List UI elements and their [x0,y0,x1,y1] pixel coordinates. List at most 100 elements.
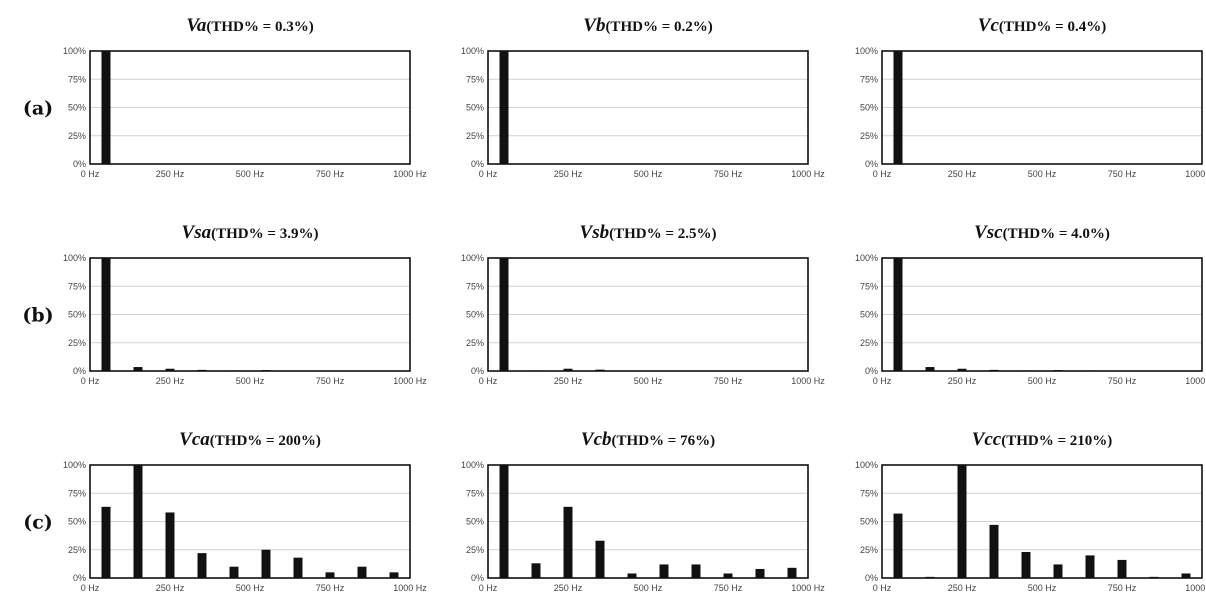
x-tick-label: 750 Hz [714,583,743,593]
x-tick-label: 500 Hz [1028,376,1057,386]
y-tick-label: 50% [466,517,484,527]
y-tick-label: 100% [63,46,86,56]
x-tick-label: 750 Hz [316,583,345,593]
title-thd: (THD% = 0.3%) [206,19,313,35]
y-tick-label: 50% [68,103,86,113]
y-tick-label: 25% [860,338,878,348]
x-tick-label: 250 Hz [554,376,583,386]
bar [133,367,143,371]
title-thd: (THD% = 0.2%) [605,19,712,35]
plot-frame [487,464,809,579]
plot-frame [881,257,1203,372]
y-tick-label: 100% [855,46,878,56]
x-tick-label: 750 Hz [1108,169,1137,179]
bar [893,258,903,371]
bar [229,566,239,578]
x-tick-label: 1000 Hz [791,169,825,179]
y-tick-label: 0% [865,573,878,583]
title-subscript: c [990,15,999,36]
subplot-sb: Vsb(THD% = 2.5%) 0% 25% 50% 75% 100% 0 Hz 250 H… [461,222,825,386]
x-tick-label: 0 Hz [81,169,100,179]
y-tick-label: 25% [860,131,878,141]
x-tick-label: 1000 Hz [1185,376,1206,386]
x-tick-label: 250 Hz [554,169,583,179]
chart-title: Vsb(THD% = 2.5%) [580,222,717,243]
subplot-b: Vb(THD% = 0.2%) 0% 25% 50% 75% 100% 0 Hz 250 Hz… [461,15,825,179]
y-tick-label: 0% [73,573,86,583]
y-tick-label: 75% [466,488,484,498]
bar [101,51,111,164]
plot-frame [89,257,411,372]
x-tick-label: 500 Hz [236,583,265,593]
title-thd: (THD% = 76%) [612,433,716,449]
bar [1053,564,1063,578]
chart-title: Vb(THD% = 0.2%) [583,15,712,36]
y-tick-label: 25% [68,131,86,141]
plot-frame [89,464,411,579]
title-subscript: b [596,15,606,36]
y-tick-label: 75% [68,488,86,498]
x-tick-label: 0 Hz [873,583,892,593]
y-tick-label: 25% [466,545,484,555]
x-tick-label: 500 Hz [236,376,265,386]
y-tick-label: 75% [466,281,484,291]
x-tick-label: 500 Hz [634,583,663,593]
title-subscript: cc [984,429,1001,450]
y-tick-label: 0% [471,366,484,376]
bar [563,506,573,578]
y-tick-label: 25% [68,338,86,348]
x-tick-label: 0 Hz [479,376,498,386]
row-label-1: (b) [22,305,53,327]
x-tick-label: 750 Hz [316,169,345,179]
x-tick-label: 250 Hz [948,376,977,386]
bar [499,258,509,371]
y-tick-label: 25% [466,131,484,141]
y-tick-label: 100% [63,460,86,470]
bar [595,540,605,578]
y-tick-label: 75% [860,74,878,84]
y-tick-label: 100% [461,46,484,56]
bar [755,568,765,578]
chart-title: Vcc(THD% = 210%) [972,429,1113,450]
plot-frame [487,50,809,165]
y-tick-label: 100% [855,460,878,470]
title-thd: (THD% = 0.4%) [999,19,1106,35]
x-tick-label: 500 Hz [1028,169,1057,179]
title-thd: (THD% = 200%) [210,433,321,449]
y-tick-label: 0% [865,159,878,169]
y-tick-label: 25% [466,338,484,348]
x-tick-label: 1000 Hz [791,583,825,593]
bar [1117,559,1127,578]
chart-title: Vca(THD% = 200%) [179,429,321,450]
bar [723,573,733,578]
subplot-sc: Vsc(THD% = 4.0%) 0% 25% 50% 75% 100% 0 Hz 250 H… [855,222,1206,386]
chart-title: Vsa(THD% = 3.9%) [182,222,319,243]
y-tick-label: 50% [860,517,878,527]
title-thd: (THD% = 210%) [1001,433,1112,449]
row-label-2: (c) [23,512,53,534]
bar [389,572,399,578]
subplot-cb: Vcb(THD% = 76%) 0% 25% 50% 75% 100% 0 Hz 250 Hz… [461,429,825,593]
x-tick-label: 250 Hz [156,583,185,593]
y-tick-label: 50% [68,310,86,320]
bar [1085,555,1095,578]
y-tick-label: 75% [860,281,878,291]
x-tick-label: 1000 Hz [791,376,825,386]
bar [293,557,303,578]
x-tick-label: 750 Hz [316,376,345,386]
x-tick-label: 1000 Hz [393,583,427,593]
bar [499,51,509,164]
y-tick-label: 75% [68,281,86,291]
title-subscript: a [197,15,207,36]
bar [691,564,701,578]
bar [325,572,335,578]
bar [499,465,509,578]
bar [563,368,573,371]
x-tick-label: 0 Hz [81,583,100,593]
x-tick-label: 250 Hz [156,169,185,179]
y-tick-label: 100% [855,253,878,263]
title-subscript: cb [594,429,612,450]
plot-frame [487,257,809,372]
x-tick-label: 0 Hz [873,376,892,386]
x-tick-label: 1000 Hz [393,376,427,386]
